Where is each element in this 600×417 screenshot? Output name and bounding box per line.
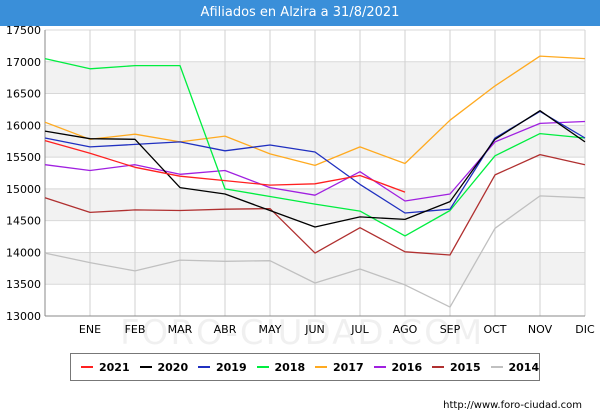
- series-line-2020: [44, 110, 586, 228]
- legend-label: 2017: [333, 360, 364, 374]
- watermark: FORO-CIUDAD.COM: [120, 313, 485, 353]
- y-tick-label: 16000: [6, 119, 41, 132]
- y-tick-label: 16500: [6, 88, 41, 101]
- x-tick-label: AGO: [393, 323, 418, 336]
- legend-swatch: [198, 366, 210, 368]
- legend-item-2020: 2020: [139, 354, 189, 380]
- legend-swatch: [139, 366, 152, 368]
- legend-label: 2016: [391, 360, 423, 374]
- y-tick-label: 13000: [6, 310, 41, 323]
- legend-label: 2015: [450, 360, 481, 374]
- title-bar: [0, 0, 600, 26]
- legend-item-2014: 2014: [490, 354, 540, 380]
- x-tick-label: OCT: [483, 323, 506, 336]
- x-tick-label: FEB: [125, 323, 146, 336]
- series-line-2016: [44, 120, 586, 202]
- y-tick-label: 17500: [6, 24, 41, 37]
- series-line-2017: [44, 55, 586, 167]
- line-chart: 13000 13500 14000 14500 15000 15500 16000 16500…: [6, 24, 595, 336]
- legend-item-2015: 2015: [432, 354, 481, 380]
- x-tick-label: ENE: [79, 323, 101, 336]
- legend-item-2021: 2021: [81, 354, 130, 380]
- y-tick-label: 15000: [6, 183, 41, 196]
- legend-swatch: [256, 366, 269, 368]
- series-line-2015: [44, 153, 586, 256]
- legend-swatch: [432, 366, 444, 368]
- legend-item-2017: 2017: [315, 354, 364, 380]
- legend-item-2018: 2018: [256, 354, 306, 380]
- x-tick-label: MAR: [168, 323, 193, 336]
- x-tick-label: ABR: [214, 323, 237, 336]
- x-tick-label: JUN: [304, 323, 325, 336]
- legend-label: 2018: [274, 360, 306, 374]
- y-tick-label: 15500: [6, 151, 41, 164]
- footer-url[interactable]: http://www.foro-ciudad.com: [443, 400, 582, 411]
- series-line-2018: [44, 57, 586, 237]
- y-tick-label: 14500: [6, 215, 41, 228]
- y-tick-label: 17000: [6, 56, 41, 69]
- legend-item-2016: 2016: [373, 354, 423, 380]
- x-tick-label: DIC: [575, 323, 595, 336]
- y-tick-label: 13500: [6, 278, 41, 291]
- legend-label: 2020: [157, 360, 189, 374]
- series-line-2021: [44, 139, 406, 193]
- legend-item-2019: 2019: [198, 354, 247, 380]
- legend: 2021 2020 2019 2018 2017 2016 2015 2014: [70, 353, 540, 381]
- series-line-2019: [44, 110, 586, 214]
- legend-label: 2019: [216, 360, 247, 374]
- series-line-2014: [44, 195, 586, 308]
- x-tick-label: JUL: [350, 323, 369, 336]
- chart-title: Afiliados en Alzira a 31/8/2021: [200, 5, 400, 20]
- legend-swatch: [81, 366, 93, 368]
- x-tick-label: MAY: [259, 323, 282, 336]
- legend-label: 2021: [99, 360, 130, 374]
- x-tick-label: SEP: [440, 323, 461, 336]
- y-tick-label: 14000: [6, 246, 41, 259]
- x-tick-label: NOV: [528, 323, 553, 336]
- legend-swatch: [373, 366, 386, 368]
- legend-label: 2014: [508, 360, 540, 374]
- legend-swatch: [490, 366, 503, 368]
- legend-swatch: [315, 366, 327, 368]
